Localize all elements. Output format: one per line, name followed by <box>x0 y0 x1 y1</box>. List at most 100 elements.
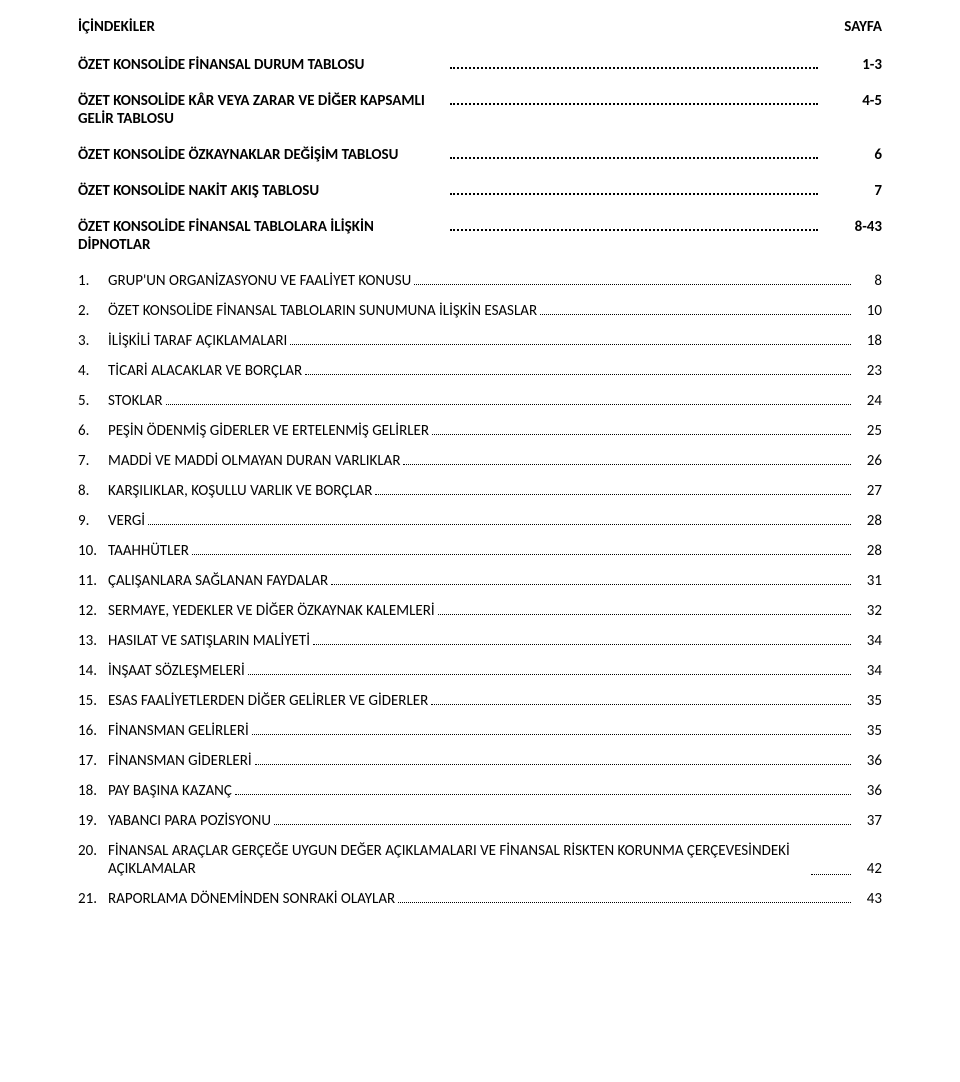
toc-entry-page: 25 <box>854 422 882 440</box>
toc-entry-page: 28 <box>854 542 882 560</box>
toc-entry-page: 36 <box>854 782 882 800</box>
toc-entry-number: 10. <box>78 542 108 560</box>
toc-entry-number: 12. <box>78 602 108 620</box>
toc-entry-row: 15.ESAS FAALİYETLERDEN DİĞER GELİRLER VE… <box>78 692 882 710</box>
toc-entry-label: ÖZET KONSOLİDE FİNANSAL TABLOLARIN SUNUM… <box>108 302 537 320</box>
toc-entry-row: 10.TAAHHÜTLER 28 <box>78 542 882 560</box>
toc-header-row: İÇİNDEKİLER SAYFA <box>78 18 882 36</box>
toc-entry-row: 21.RAPORLAMA DÖNEMİNDEN SONRAKİ OLAYLAR4… <box>78 890 882 908</box>
toc-header-left: İÇİNDEKİLER <box>78 18 155 36</box>
toc-section-label: ÖZET KONSOLİDE FİNANSAL TABLOLARA İLİŞKİ… <box>78 218 446 254</box>
toc-entry-row: 14.İNŞAAT SÖZLEŞMELERİ34 <box>78 662 882 680</box>
toc-dots <box>432 434 851 435</box>
toc-section-label: ÖZET KONSOLİDE NAKİT AKIŞ TABLOSU <box>78 182 446 200</box>
toc-entry-label: RAPORLAMA DÖNEMİNDEN SONRAKİ OLAYLAR <box>108 890 395 908</box>
toc-entry-label: STOKLAR <box>108 392 163 410</box>
toc-entry-row: 11.ÇALIŞANLARA SAĞLANAN FAYDALAR 31 <box>78 572 882 590</box>
toc-entry-number: 9. <box>78 512 108 530</box>
toc-dots <box>166 404 851 405</box>
toc-entry-row: 3.İLİŞKİLİ TARAF AÇIKLAMALARI18 <box>78 332 882 350</box>
toc-entry-label: TAAHHÜTLER <box>108 542 189 560</box>
toc-dots <box>290 344 851 345</box>
toc-entry-page: 31 <box>854 572 882 590</box>
toc-entry-page: 35 <box>854 722 882 740</box>
toc-entry-label: FİNANSMAN GİDERLERİ <box>108 752 252 770</box>
toc-dots <box>331 584 851 585</box>
toc-header-right: SAYFA <box>844 18 882 36</box>
toc-section-page: 4-5 <box>822 92 882 110</box>
toc-entry-label: FİNANSAL ARAÇLAR GERÇEĞE UYGUN DEĞER AÇI… <box>108 842 808 878</box>
toc-entry-number: 17. <box>78 752 108 770</box>
toc-entry-row: 4.TİCARİ ALACAKLAR VE BORÇLAR 23 <box>78 362 882 380</box>
toc-dots <box>252 734 851 735</box>
toc-entry-number: 4. <box>78 362 108 380</box>
toc-entry-number: 6. <box>78 422 108 440</box>
toc-dots <box>450 67 818 69</box>
toc-entry-number: 1. <box>78 272 108 290</box>
toc-dots <box>192 554 851 555</box>
toc-entry-row: 13.HASILAT VE SATIŞLARIN MALİYETİ34 <box>78 632 882 650</box>
toc-entry-number: 2. <box>78 302 108 320</box>
toc-dots <box>235 794 851 795</box>
toc-dots <box>431 704 851 705</box>
toc-entry-label: ESAS FAALİYETLERDEN DİĞER GELİRLER VE Gİ… <box>108 692 428 710</box>
toc-dots <box>274 824 851 825</box>
toc-entry-number: 11. <box>78 572 108 590</box>
toc-dots <box>450 229 818 231</box>
toc-section-page: 7 <box>822 182 882 200</box>
toc-entry-page: 42 <box>854 860 882 878</box>
toc-entry-page: 36 <box>854 752 882 770</box>
toc-entry-number: 20. <box>78 842 108 860</box>
toc-page: İÇİNDEKİLER SAYFA ÖZET KONSOLİDE FİNANSA… <box>0 0 960 1082</box>
toc-section-label: ÖZET KONSOLİDE FİNANSAL DURUM TABLOSU <box>78 56 446 74</box>
toc-entry-page: 10 <box>854 302 882 320</box>
toc-entry-row: 5.STOKLAR24 <box>78 392 882 410</box>
toc-entry-page: 27 <box>854 482 882 500</box>
toc-entry-label: ÇALIŞANLARA SAĞLANAN FAYDALAR <box>108 572 328 590</box>
toc-entry-page: 23 <box>854 362 882 380</box>
toc-entry-number: 16. <box>78 722 108 740</box>
toc-entry-label: İLİŞKİLİ TARAF AÇIKLAMALARI <box>108 332 287 350</box>
toc-entry-label: KARŞILIKLAR, KOŞULLU VARLIK VE BORÇLAR <box>108 482 372 500</box>
toc-entries: 1.GRUP'UN ORGANİZASYONU VE FAALİYET KONU… <box>78 272 882 908</box>
toc-entry-label: PEŞİN ÖDENMİŞ GİDERLER VE ERTELENMİŞ GEL… <box>108 422 429 440</box>
toc-entry-number: 8. <box>78 482 108 500</box>
toc-entry-label: YABANCI PARA POZİSYONU <box>108 812 271 830</box>
toc-entry-label: İNŞAAT SÖZLEŞMELERİ <box>108 662 245 680</box>
toc-entry-row: 1.GRUP'UN ORGANİZASYONU VE FAALİYET KONU… <box>78 272 882 290</box>
toc-entry-row: 6.PEŞİN ÖDENMİŞ GİDERLER VE ERTELENMİŞ G… <box>78 422 882 440</box>
toc-dots <box>540 314 851 315</box>
toc-entry-label: VERGİ <box>108 512 145 530</box>
toc-entry-number: 14. <box>78 662 108 680</box>
toc-entry-number: 7. <box>78 452 108 470</box>
toc-entry-row: 18.PAY BAŞINA KAZANÇ 36 <box>78 782 882 800</box>
toc-entry-page: 43 <box>854 890 882 908</box>
toc-entry-label: FİNANSMAN GELİRLERİ <box>108 722 249 740</box>
toc-entry-number: 15. <box>78 692 108 710</box>
toc-dots <box>148 524 851 525</box>
toc-entry-number: 19. <box>78 812 108 830</box>
toc-entry-page: 32 <box>854 602 882 620</box>
toc-entry-label: MADDİ VE MADDİ OLMAYAN DURAN VARLIKLAR <box>108 452 400 470</box>
toc-section-row: ÖZET KONSOLİDE NAKİT AKIŞ TABLOSU 7 <box>78 182 882 200</box>
toc-entry-row: 9.VERGİ28 <box>78 512 882 530</box>
toc-entry-page: 35 <box>854 692 882 710</box>
toc-entry-page: 18 <box>854 332 882 350</box>
toc-entry-row: 19.YABANCI PARA POZİSYONU 37 <box>78 812 882 830</box>
toc-entry-label: PAY BAŞINA KAZANÇ <box>108 782 232 800</box>
toc-dots <box>398 902 851 903</box>
toc-entry-row: 8.KARŞILIKLAR, KOŞULLU VARLIK VE BORÇLAR… <box>78 482 882 500</box>
toc-dots <box>313 644 851 645</box>
toc-entry-number: 5. <box>78 392 108 410</box>
toc-dots <box>414 284 851 285</box>
toc-section-page: 6 <box>822 146 882 164</box>
toc-entry-page: 34 <box>854 632 882 650</box>
toc-section-row: ÖZET KONSOLİDE FİNANSAL TABLOLARA İLİŞKİ… <box>78 218 882 254</box>
toc-entry-number: 18. <box>78 782 108 800</box>
toc-dots <box>403 464 851 465</box>
toc-entry-label: HASILAT VE SATIŞLARIN MALİYETİ <box>108 632 310 650</box>
toc-entry-page: 37 <box>854 812 882 830</box>
toc-dots <box>255 764 851 765</box>
toc-entry-label: TİCARİ ALACAKLAR VE BORÇLAR <box>108 362 302 380</box>
toc-section-row: ÖZET KONSOLİDE FİNANSAL DURUM TABLOSU1-3 <box>78 56 882 74</box>
